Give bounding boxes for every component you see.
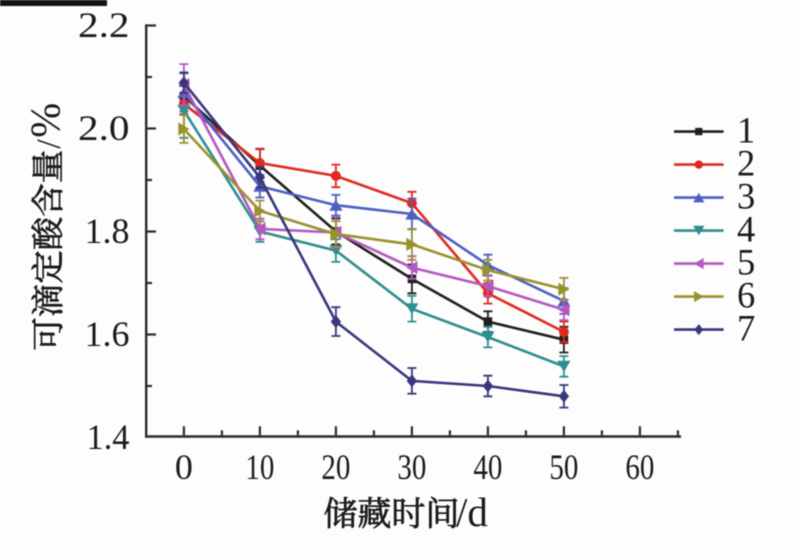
svg-text:3: 3 [737,175,755,216]
svg-text:1: 1 [737,109,755,150]
svg-text:2: 2 [737,142,755,183]
svg-text:7: 7 [737,307,755,348]
svg-text:1.4: 1.4 [87,417,130,457]
svg-text:6: 6 [737,274,755,315]
svg-text:%: % [24,103,70,138]
svg-text:/d: /d [456,489,488,535]
svg-text:40: 40 [473,447,502,487]
svg-text:4: 4 [737,208,755,249]
svg-text:1.8: 1.8 [85,211,130,251]
svg-text:/: / [31,139,68,149]
svg-text:30: 30 [397,447,426,487]
svg-text:2.2: 2.2 [78,5,130,45]
svg-text:5: 5 [737,241,755,282]
svg-text:50: 50 [549,447,578,487]
svg-text:0: 0 [175,447,193,487]
svg-text:10: 10 [245,447,274,487]
svg-text:2.0: 2.0 [78,108,130,148]
svg-text:1.6: 1.6 [85,314,130,354]
svg-text:60: 60 [625,447,654,487]
svg-text:20: 20 [321,447,350,487]
